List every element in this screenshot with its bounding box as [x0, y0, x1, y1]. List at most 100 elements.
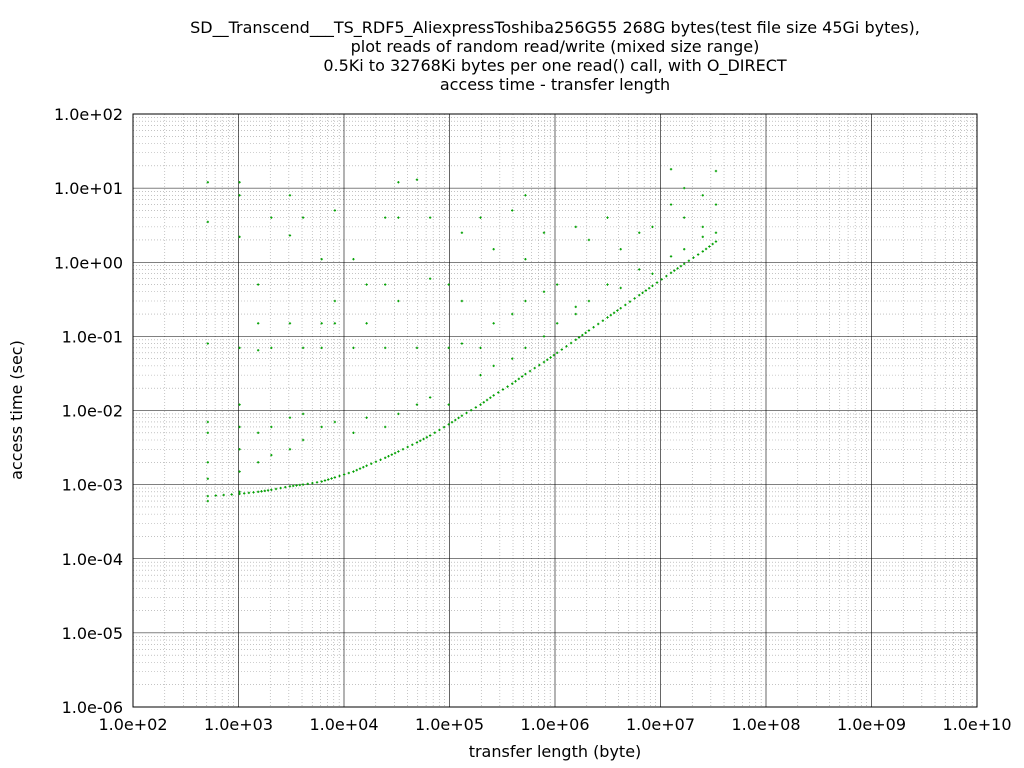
data-point: [428, 396, 432, 399]
data-point: [511, 312, 514, 316]
title-line-1: SD__Transcend___TS_RDF5_AliexpressToshib…: [190, 18, 920, 38]
data-point: [365, 322, 368, 325]
data-point: [383, 216, 387, 219]
x-tick-label: 1.0e+06: [520, 715, 589, 734]
data-point: [397, 181, 400, 184]
data-point: [387, 455, 390, 458]
data-point: [619, 247, 622, 251]
data-point: [569, 341, 573, 345]
y-tick-label: 1.0e-06: [62, 698, 123, 717]
data-point: [665, 274, 668, 278]
data-point: [511, 209, 514, 212]
data-point: [320, 346, 323, 350]
data-point: [520, 375, 524, 378]
data-point: [370, 462, 373, 465]
data-point: [597, 322, 600, 326]
data-point: [288, 448, 292, 451]
data-point: [492, 394, 495, 397]
data-point: [701, 250, 704, 253]
x-axis-label: transfer length (byte): [469, 742, 642, 761]
data-point: [619, 306, 622, 310]
data-point: [457, 416, 460, 420]
data-point: [352, 431, 355, 435]
data-point: [673, 269, 676, 272]
data-point: [301, 483, 305, 486]
data-point: [450, 421, 454, 424]
data-point: [619, 286, 622, 290]
data-point: [655, 281, 659, 284]
data-point: [438, 428, 441, 432]
data-point: [288, 322, 292, 325]
data-point: [460, 342, 464, 345]
data-point: [238, 425, 241, 429]
data-point: [524, 257, 527, 261]
data-point: [374, 460, 378, 463]
data-point: [425, 436, 429, 439]
data-point: [295, 484, 298, 487]
data-point: [447, 423, 450, 426]
data-point: [230, 493, 233, 496]
data-point: [415, 403, 419, 406]
data-point: [601, 319, 605, 322]
data-point: [206, 431, 210, 435]
data-point: [327, 478, 330, 481]
data-point: [214, 494, 217, 497]
data-point: [587, 238, 591, 242]
data-point: [609, 313, 613, 317]
x-tick-label: 1.0e+09: [837, 715, 906, 734]
data-point: [206, 220, 210, 224]
y-axis-label: access time (sec): [7, 340, 26, 480]
plot-area-frame: [132, 113, 978, 708]
data-point: [401, 448, 405, 451]
data-point: [330, 477, 333, 480]
data-point: [711, 242, 714, 246]
data-point: [365, 283, 368, 286]
data-point: [206, 477, 210, 480]
data-point: [433, 431, 436, 434]
data-point: [542, 335, 546, 338]
data-point: [555, 283, 559, 286]
x-tick-label: 1.0e+02: [98, 715, 167, 734]
data-point: [714, 231, 718, 234]
data-point: [660, 278, 663, 281]
data-point: [676, 267, 679, 270]
y-tick-label: 1.0e-05: [62, 624, 123, 643]
data-point: [397, 450, 400, 453]
data-points: [206, 168, 718, 503]
data-point: [333, 299, 337, 303]
data-point: [633, 297, 636, 300]
data-point: [252, 491, 255, 494]
data-point: [238, 490, 241, 494]
data-point: [485, 398, 489, 402]
data-point: [669, 203, 673, 206]
data-point: [555, 351, 559, 355]
data-point: [333, 420, 337, 424]
data-point: [651, 284, 654, 288]
y-tick-label: 1.0e-02: [62, 402, 123, 421]
y-tick-label: 1.0e-04: [62, 550, 123, 569]
data-point: [383, 425, 387, 429]
data-point: [701, 225, 704, 229]
title-line-2: plot reads of random read/write (mixed s…: [351, 37, 760, 56]
data-point: [428, 277, 432, 280]
data-point: [383, 283, 387, 286]
data-point: [683, 186, 686, 190]
data-point: [397, 412, 400, 416]
data-point: [714, 169, 718, 173]
data-point: [683, 216, 686, 219]
data-point: [533, 366, 536, 370]
data-point: [542, 231, 546, 234]
data-point: [549, 356, 552, 359]
data-point: [342, 473, 346, 476]
data-point: [574, 305, 577, 309]
data-point: [270, 453, 273, 457]
title-line-3: 0.5Ki to 32768Ki bytes per one read() ca…: [323, 56, 787, 76]
y-tick-label: 1.0e+02: [54, 105, 123, 124]
x-axis-ticks: 1.0e+02 1.0e+03 1.0e+04 1.0e+05 1.0e+06 1.0e+…: [98, 715, 1011, 734]
data-point: [333, 476, 337, 479]
data-point: [393, 451, 397, 455]
data-point: [320, 480, 323, 483]
data-point: [651, 272, 654, 275]
data-point: [651, 225, 654, 229]
data-point: [256, 461, 260, 464]
